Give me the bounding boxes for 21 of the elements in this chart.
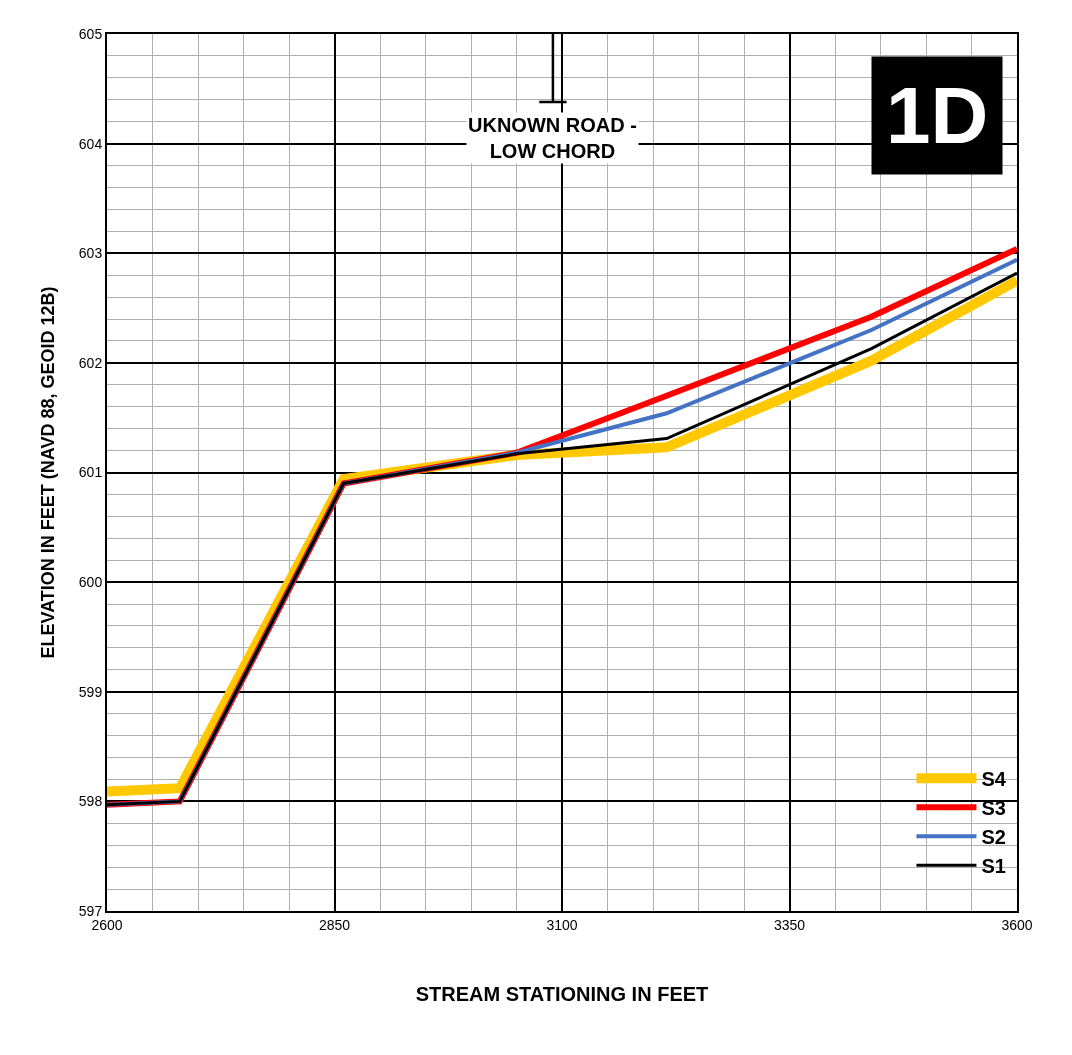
annotation: UKNOWN ROAD - LOW CHORD [468, 114, 637, 162]
x-tick-label: 3350 [773, 916, 806, 933]
legend-label: S2 [981, 825, 1006, 848]
y-tick-label: 598 [78, 793, 103, 810]
y-tick-label: 605 [78, 25, 103, 42]
y-axis-title: ELEVATION IN FEET (NAVD 88, GEOID 12B) [37, 286, 58, 659]
legend-label: S4 [981, 767, 1007, 790]
x-tick-label: 3600 [1001, 916, 1033, 933]
y-tick-label: 597 [78, 902, 103, 919]
y-tick-label: 600 [78, 574, 103, 591]
legend-label: S1 [981, 854, 1006, 877]
x-tick-label: 3100 [546, 916, 578, 933]
y-tick-label: 599 [78, 683, 103, 700]
y-tick-label: 604 [78, 135, 103, 152]
y-tick-label: 601 [78, 464, 103, 481]
y-tick-label: 603 [78, 245, 103, 262]
x-axis-title: STREAM STATIONING IN FEET [415, 982, 709, 1005]
annotation: 1D [886, 71, 989, 160]
x-tick-label: 2850 [318, 916, 351, 933]
y-tick-label: 602 [78, 354, 103, 371]
x-tick-label: 2600 [91, 916, 123, 933]
